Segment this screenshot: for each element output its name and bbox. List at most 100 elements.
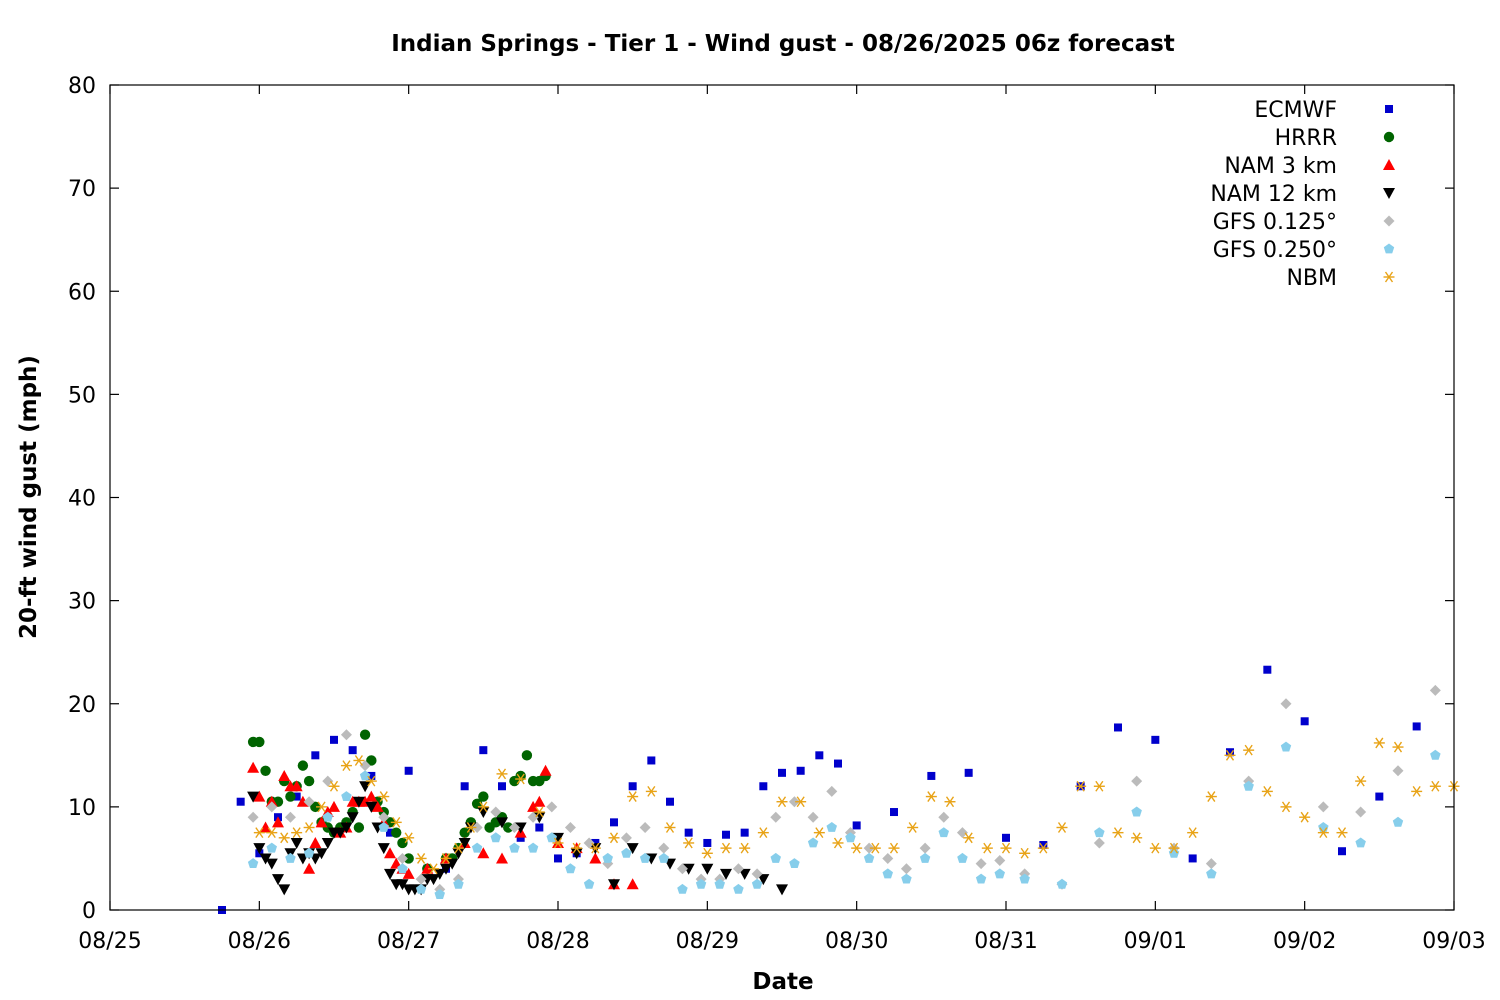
data-point <box>278 832 290 844</box>
data-point <box>453 878 464 889</box>
data-point <box>533 795 546 807</box>
data-point <box>1093 780 1105 792</box>
data-point <box>340 729 352 741</box>
data-point <box>266 842 277 853</box>
x-tick-label: 08/25 <box>78 929 141 954</box>
data-point <box>571 842 583 854</box>
data-point <box>957 852 968 863</box>
y-tick-label: 10 <box>68 796 96 821</box>
data-point <box>1373 737 1385 749</box>
data-point <box>888 842 900 854</box>
data-point <box>291 827 303 839</box>
data-point <box>981 842 993 854</box>
data-point <box>564 822 576 833</box>
data-point <box>253 827 265 839</box>
data-point <box>378 791 390 802</box>
data-point <box>322 775 334 787</box>
data-point <box>676 863 688 875</box>
data-point <box>684 828 693 837</box>
data-point <box>440 853 452 864</box>
data-point <box>583 878 595 889</box>
legend-marker <box>1383 243 1395 254</box>
data-point <box>303 862 316 874</box>
data-point <box>1243 744 1255 756</box>
data-point <box>925 791 937 802</box>
legend-label: NBM <box>1286 266 1337 291</box>
data-point <box>322 811 333 822</box>
data-point <box>290 780 303 792</box>
x-tick-label: 09/03 <box>1422 929 1485 954</box>
data-point <box>620 832 632 844</box>
data-point <box>365 790 378 802</box>
x-tick-label: 09/02 <box>1273 929 1336 954</box>
data-point <box>527 811 539 823</box>
data-point <box>535 823 544 832</box>
data-point <box>1019 847 1031 859</box>
data-point <box>341 791 352 801</box>
data-point <box>757 827 769 839</box>
data-point <box>521 750 533 761</box>
data-point <box>975 873 987 884</box>
data-point <box>789 858 800 868</box>
data-point <box>266 827 278 839</box>
data-point <box>956 827 968 839</box>
data-point <box>701 847 713 859</box>
data-point <box>253 790 266 802</box>
legend: ECMWF HRRR NAM 3 km NAM 12 km GFS 0.125° GFS … <box>1210 98 1395 291</box>
data-point <box>1392 765 1404 777</box>
data-point <box>589 852 602 864</box>
data-point <box>247 791 260 803</box>
data-point <box>1355 775 1367 787</box>
data-point <box>496 817 508 829</box>
data-point <box>292 792 301 801</box>
series-ecmwf <box>218 665 1421 914</box>
data-point <box>732 863 744 875</box>
legend-label: NAM 3 km <box>1224 154 1337 179</box>
data-point <box>927 771 936 780</box>
data-point <box>290 837 303 849</box>
data-point <box>527 800 540 812</box>
data-point <box>247 858 259 868</box>
data-point <box>285 852 296 863</box>
data-point <box>890 808 898 817</box>
data-point <box>303 822 315 833</box>
data-point <box>589 842 601 854</box>
data-point <box>1243 780 1254 791</box>
data-point <box>1317 801 1329 813</box>
data-point <box>390 816 402 828</box>
data-point <box>1336 827 1348 839</box>
data-point <box>397 863 408 874</box>
legend-marker <box>1383 188 1395 199</box>
x-axis-label: Date <box>752 969 813 995</box>
data-point <box>796 766 805 775</box>
data-point <box>1112 827 1124 839</box>
data-point <box>397 837 408 849</box>
data-point <box>1411 786 1423 797</box>
data-point <box>1131 806 1142 817</box>
data-point <box>285 791 296 802</box>
data-point <box>658 852 669 863</box>
legend-label: GFS 0.250° <box>1213 238 1337 263</box>
data-point <box>565 863 576 874</box>
data-point <box>316 801 328 813</box>
data-point <box>515 773 527 785</box>
data-point <box>265 795 278 807</box>
data-point <box>807 837 819 848</box>
data-point <box>303 847 315 858</box>
data-point <box>776 796 788 808</box>
data-point <box>508 822 520 833</box>
data-point <box>353 822 365 833</box>
data-point <box>311 751 320 760</box>
data-point <box>900 863 912 875</box>
data-point <box>384 847 396 859</box>
data-point <box>391 827 402 838</box>
data-point <box>509 842 520 853</box>
data-point <box>278 884 291 896</box>
data-point <box>359 760 371 772</box>
data-point <box>1226 748 1234 757</box>
data-point <box>303 796 315 808</box>
data-point <box>757 874 770 886</box>
data-point <box>944 796 956 808</box>
data-point <box>496 852 508 864</box>
